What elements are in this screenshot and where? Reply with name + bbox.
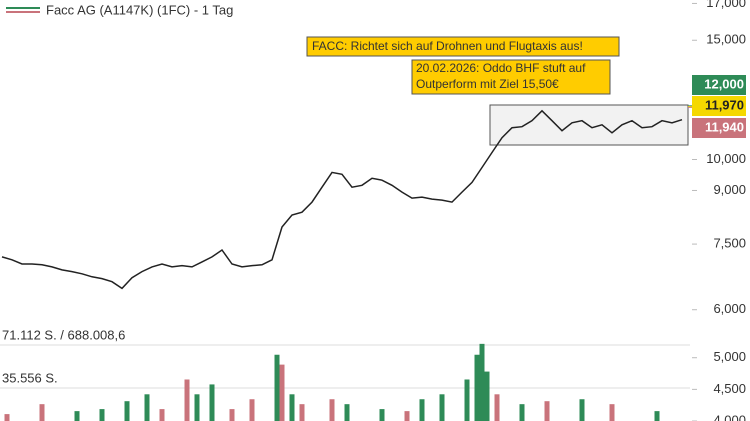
price-label: 12,000 [704, 76, 744, 91]
y-tick-label: 9,000 [713, 182, 746, 197]
volume-bar [474, 354, 480, 421]
price-line [1, 109, 683, 290]
y-tick-label: 17,000 [706, 0, 746, 10]
volume-bar [484, 371, 490, 421]
volume-bar [344, 404, 350, 421]
volume-bar [279, 364, 285, 421]
price-badge [692, 118, 746, 138]
volume-bar [464, 379, 470, 421]
volume-bar [124, 401, 130, 421]
volume-bar [609, 404, 615, 421]
volume-bar [209, 384, 215, 421]
volume-bar [419, 399, 425, 421]
volume-bar [194, 394, 200, 421]
volume-bar [479, 343, 485, 421]
volume-scale-label: 71.112 S. / 688.008,6 [2, 327, 125, 342]
y-tick-label: 6,000 [713, 301, 746, 316]
volume-bar [439, 394, 445, 421]
volume-bar [519, 404, 525, 421]
annotation: FACC: Richtet sich auf Drohnen und Flugt… [312, 39, 583, 53]
volume-bar [379, 409, 385, 421]
annotation: 20.02.2026: Oddo BHF stuft auf [416, 61, 586, 75]
volume-bar [579, 399, 585, 421]
volume-bar [329, 399, 335, 421]
volume-bar [144, 394, 150, 421]
volume-bar [229, 409, 235, 421]
volume-scale-label: 35.556 S. [2, 370, 58, 385]
volume-bar [404, 411, 410, 421]
y-tick-label: 7,500 [713, 236, 746, 251]
volume-bar [249, 399, 255, 421]
volume-bar [184, 379, 190, 421]
y-tick-label: 15,000 [706, 32, 746, 47]
volume-bar [99, 409, 105, 421]
volume-bar [494, 394, 500, 421]
y-tick-label: 5,000 [713, 349, 746, 364]
y-tick-label: 4,000 [713, 412, 746, 421]
y-tick-label: 10,000 [706, 151, 746, 166]
price-badge [692, 75, 746, 95]
volume-bar [159, 409, 165, 421]
volume-bar [544, 401, 550, 421]
volume-bar [39, 404, 45, 421]
y-tick-label: 4,500 [713, 381, 746, 396]
volume-bar [274, 354, 280, 421]
volume-bar [74, 411, 80, 421]
annotation-box [411, 59, 611, 95]
volume-bar [654, 411, 660, 421]
price-badge [692, 96, 746, 116]
volume-bar [4, 414, 10, 421]
annotation: Outperform mit Ziel 15,50€ [416, 77, 559, 91]
price-label: 11,970 [705, 97, 744, 112]
volume-bar [299, 404, 305, 421]
annotation-box [306, 36, 620, 57]
chart-title: Facc AG (A1147K) (1FC) - 1 Tag [46, 2, 233, 17]
volume-bar [289, 394, 295, 421]
price-label: 11,940 [705, 119, 744, 134]
